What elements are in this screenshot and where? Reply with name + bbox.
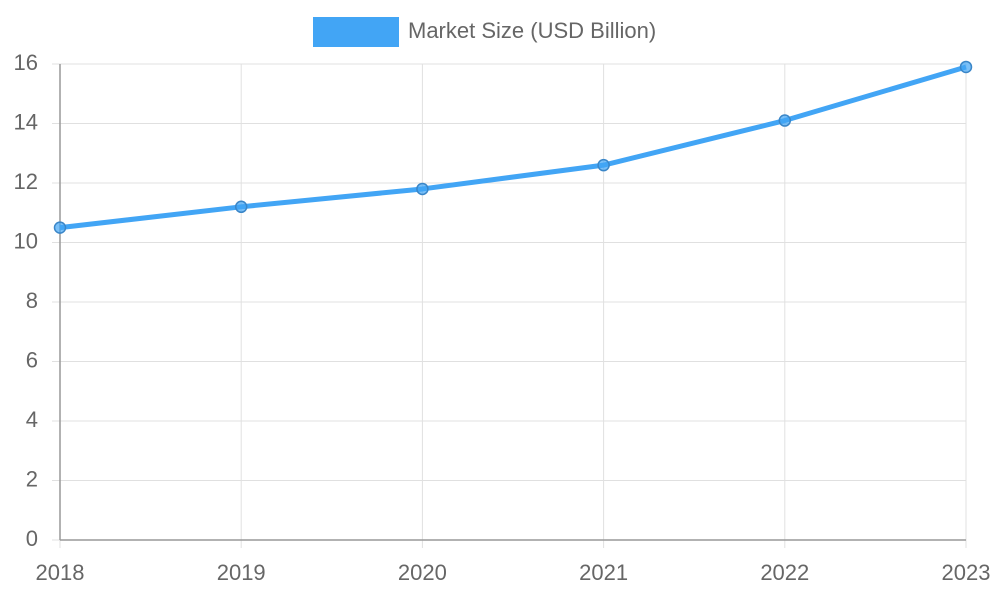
x-tick-label: 2019 — [217, 560, 266, 585]
x-tick-label: 2018 — [36, 560, 85, 585]
x-tick-label: 2021 — [579, 560, 628, 585]
y-tick-label: 16 — [14, 50, 38, 75]
x-tick-label: 2020 — [398, 560, 447, 585]
data-line — [59, 64, 967, 231]
data-point — [53, 221, 67, 234]
y-tick-label: 6 — [26, 347, 38, 372]
x-tick-label: 2023 — [942, 560, 991, 585]
y-tick-label: 0 — [26, 526, 38, 551]
data-point — [959, 60, 973, 74]
y-tick-label: 14 — [14, 109, 38, 134]
y-tick-label: 10 — [14, 228, 38, 253]
data-point — [234, 200, 248, 214]
x-tick-label: 2022 — [760, 560, 809, 585]
y-tick-label: 2 — [26, 466, 38, 491]
y-tick-label: 12 — [14, 169, 38, 194]
legend-label: Market Size (USD Billion) — [408, 18, 656, 43]
data-point — [597, 158, 610, 172]
data-point — [416, 182, 429, 196]
legend-swatch — [313, 17, 399, 47]
y-tick-label: 4 — [26, 407, 38, 432]
data-point — [778, 114, 792, 127]
y-tick-label: 8 — [26, 288, 38, 313]
